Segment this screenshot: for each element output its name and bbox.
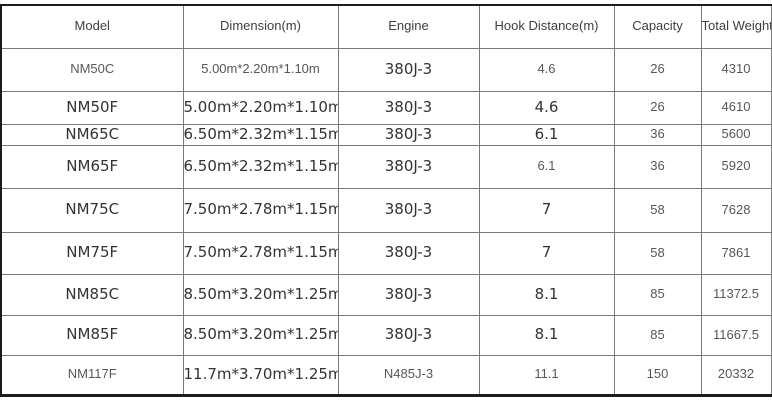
cell-hook-distance: 7 xyxy=(478,187,615,233)
cell-dimension: 11.7m*3.70m*1.25m xyxy=(182,354,339,396)
header-model: Model xyxy=(0,4,184,49)
cell-engine: 380J-3 xyxy=(337,187,480,233)
cell-hook-distance: 6.1 xyxy=(478,144,615,189)
cell-engine: 380J-3 xyxy=(337,90,480,125)
cell-engine: 380J-3 xyxy=(337,314,480,356)
cell-hook-distance: 7 xyxy=(478,231,615,275)
cell-capacity: 58 xyxy=(613,187,702,233)
cell-model: NM65F xyxy=(0,144,184,189)
spec-table: Model Dimension(m) Engine Hook Distance(… xyxy=(0,4,772,397)
cell-capacity: 36 xyxy=(613,123,702,146)
cell-hook-distance: 8.1 xyxy=(478,314,615,356)
cell-dimension: 5.00m*2.20m*1.10m xyxy=(182,47,339,92)
cell-total-weight: 4610 xyxy=(700,90,772,125)
cell-capacity: 26 xyxy=(613,47,702,92)
cell-engine: N485J-3 xyxy=(337,354,480,396)
table-row-nm65f: NM65F 6.50m*2.32m*1.15m 380J-3 6.1 36 59… xyxy=(0,144,772,189)
cell-total-weight: 7628 xyxy=(700,187,772,233)
header-hook-distance: Hook Distance(m) xyxy=(478,4,615,49)
table-row-nm117f: NM117F 11.7m*3.70m*1.25m N485J-3 11.1 15… xyxy=(0,354,772,396)
cell-model: NM50C xyxy=(0,47,184,92)
cell-model: NM75C xyxy=(0,187,184,233)
header-dimension: Dimension(m) xyxy=(182,4,339,49)
table-header-row: Model Dimension(m) Engine Hook Distance(… xyxy=(0,4,772,49)
cell-total-weight: 7861 xyxy=(700,231,772,275)
cell-capacity: 26 xyxy=(613,90,702,125)
table-row-nm50c: NM50C 5.00m*2.20m*1.10m 380J-3 4.6 26 43… xyxy=(0,47,772,92)
cell-dimension: 7.50m*2.78m*1.15m xyxy=(182,187,339,233)
table-row-nm85f: NM85F 8.50m*3.20m*1.25m 380J-3 8.1 85 11… xyxy=(0,314,772,356)
cell-model: NM65C xyxy=(0,123,184,146)
cell-hook-distance: 11.1 xyxy=(478,354,615,396)
cell-capacity: 58 xyxy=(613,231,702,275)
cell-hook-distance: 4.6 xyxy=(478,90,615,125)
cell-capacity: 85 xyxy=(613,314,702,356)
cell-dimension: 6.50m*2.32m*1.15m xyxy=(182,144,339,189)
cell-total-weight: 20332 xyxy=(700,354,772,396)
table-row-nm75f: NM75F 7.50m*2.78m*1.15m 380J-3 7 58 7861 xyxy=(0,231,772,275)
cell-dimension: 7.50m*2.78m*1.15m xyxy=(182,231,339,275)
cell-capacity: 150 xyxy=(613,354,702,396)
cell-engine: 380J-3 xyxy=(337,47,480,92)
header-engine: Engine xyxy=(337,4,480,49)
cell-dimension: 6.50m*2.32m*1.15m xyxy=(182,123,339,146)
cell-hook-distance: 8.1 xyxy=(478,273,615,316)
header-total-weight: Total Weight(kg) xyxy=(700,4,772,49)
cell-engine: 380J-3 xyxy=(337,123,480,146)
cell-engine: 380J-3 xyxy=(337,231,480,275)
cell-hook-distance: 6.1 xyxy=(478,123,615,146)
cell-dimension: 5.00m*2.20m*1.10m xyxy=(182,90,339,125)
table-row-nm75c: NM75C 7.50m*2.78m*1.15m 380J-3 7 58 7628 xyxy=(0,187,772,233)
cell-dimension: 8.50m*3.20m*1.25m xyxy=(182,314,339,356)
header-capacity: Capacity xyxy=(613,4,702,49)
cell-model: NM85C xyxy=(0,273,184,316)
cell-dimension: 8.50m*3.20m*1.25m xyxy=(182,273,339,316)
cell-total-weight: 11667.5 xyxy=(700,314,772,356)
cell-capacity: 85 xyxy=(613,273,702,316)
cell-model: NM117F xyxy=(0,354,184,396)
cell-total-weight: 11372.5 xyxy=(700,273,772,316)
cell-hook-distance: 4.6 xyxy=(478,47,615,92)
cell-engine: 380J-3 xyxy=(337,273,480,316)
cell-total-weight: 5600 xyxy=(700,123,772,146)
cell-model: NM85F xyxy=(0,314,184,356)
cell-model: NM75F xyxy=(0,231,184,275)
cell-engine: 380J-3 xyxy=(337,144,480,189)
table-row-nm65c: NM65C 6.50m*2.32m*1.15m 380J-3 6.1 36 56… xyxy=(0,123,772,146)
cell-total-weight: 4310 xyxy=(700,47,772,92)
cell-model: NM50F xyxy=(0,90,184,125)
table-row-nm85c: NM85C 8.50m*3.20m*1.25m 380J-3 8.1 85 11… xyxy=(0,273,772,316)
table-row-nm50f: NM50F 5.00m*2.20m*1.10m 380J-3 4.6 26 46… xyxy=(0,90,772,125)
cell-capacity: 36 xyxy=(613,144,702,189)
cell-total-weight: 5920 xyxy=(700,144,772,189)
